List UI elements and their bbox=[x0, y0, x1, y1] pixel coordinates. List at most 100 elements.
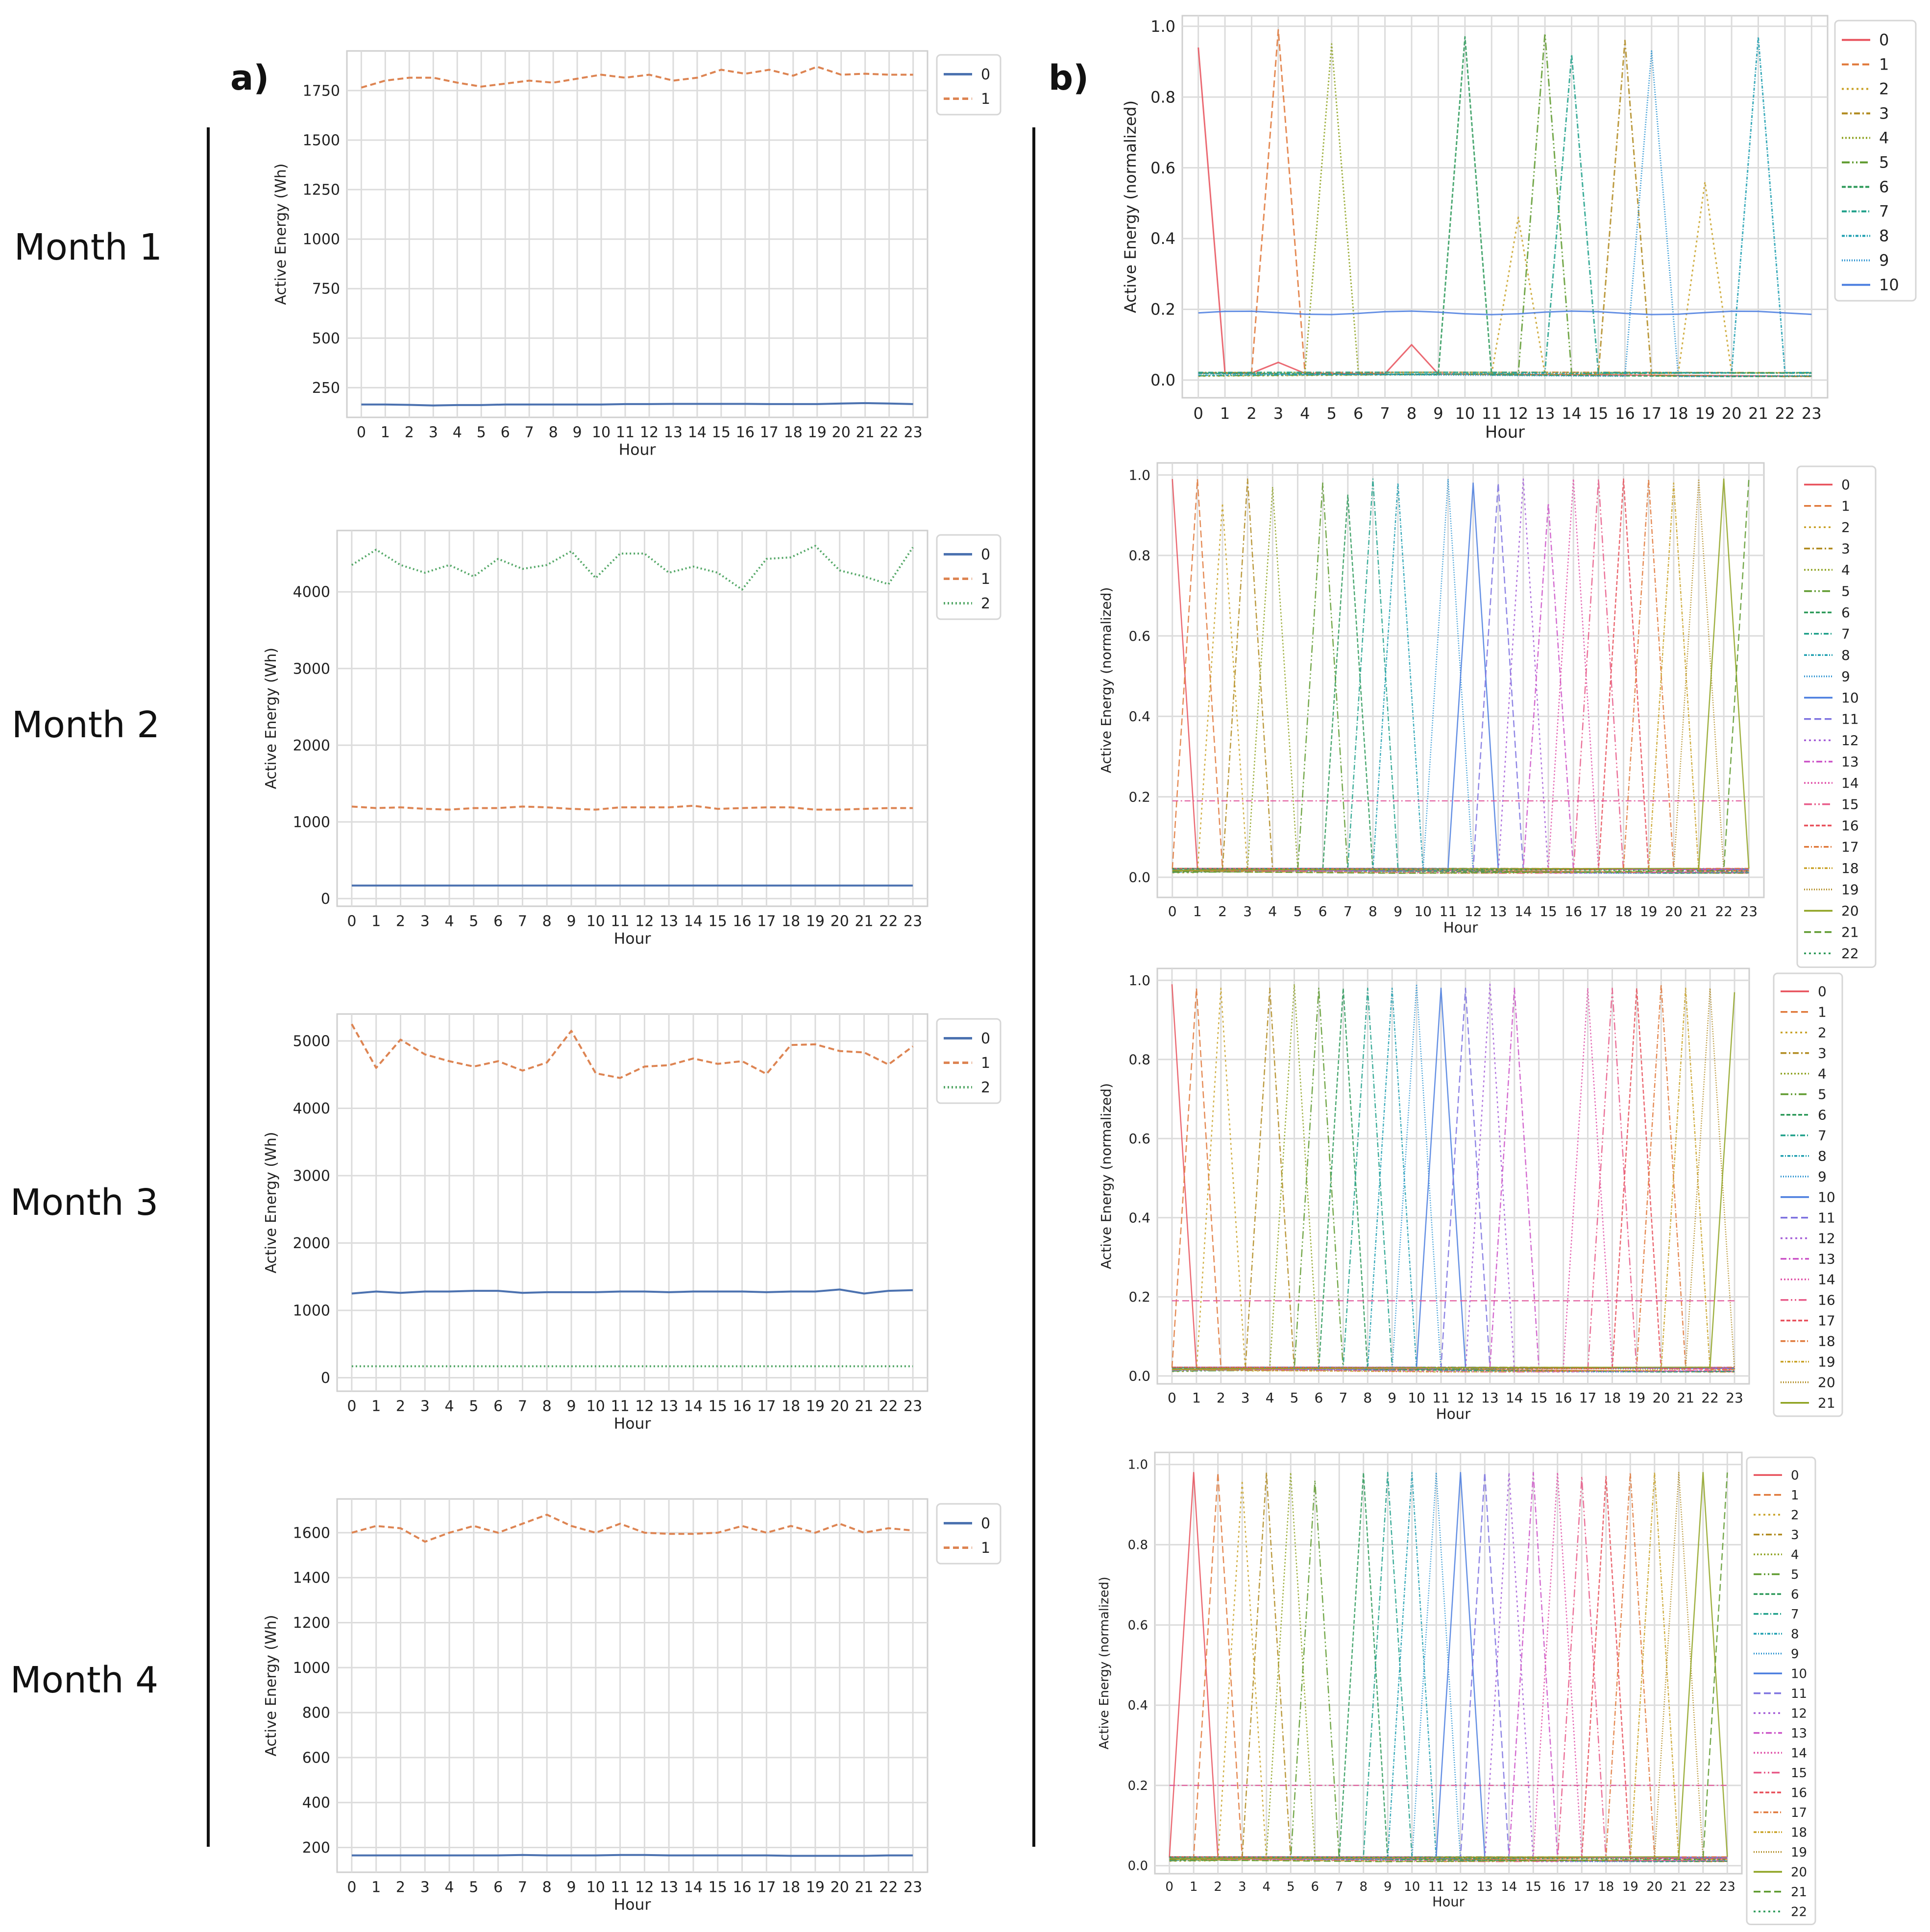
y-tick-label: 1600 bbox=[293, 1524, 330, 1542]
legend-label: 2 bbox=[1879, 80, 1889, 98]
x-tick-label: 9 bbox=[566, 913, 576, 930]
x-tick-label: 21 bbox=[1677, 1390, 1694, 1406]
x-tick-label: 13 bbox=[1535, 404, 1555, 423]
x-tick-label: 23 bbox=[1726, 1390, 1743, 1406]
legend-label: 3 bbox=[1818, 1045, 1827, 1062]
x-tick-label: 3 bbox=[1238, 1880, 1246, 1894]
legend-label: 11 bbox=[1791, 1687, 1807, 1701]
series-line-21 bbox=[1169, 1472, 1728, 1862]
x-tick-label: 15 bbox=[1539, 903, 1557, 919]
x-tick-label: 4 bbox=[1268, 903, 1277, 919]
x-tick-label: 15 bbox=[1588, 404, 1609, 423]
y-tick-label: 1750 bbox=[303, 82, 340, 99]
x-tick-label: 4 bbox=[1300, 404, 1310, 423]
x-tick-label: 10 bbox=[1404, 1880, 1420, 1894]
y-tick-label: 0 bbox=[321, 891, 330, 908]
legend-label: 8 bbox=[1791, 1627, 1799, 1642]
chart-a3: 0 1 2 3 4 5 6 7 8 9 10 11 12 13 14 15 16 17 18 19 20 21 22 2301… bbox=[263, 1013, 1002, 1433]
x-tick-label: 2 bbox=[405, 424, 414, 441]
x-axis-label: Hour bbox=[1432, 1894, 1465, 1909]
x-tick-label: 2 bbox=[396, 913, 405, 930]
x-tick-label: 17 bbox=[757, 913, 776, 930]
y-tick-label: 5000 bbox=[293, 1033, 330, 1050]
y-tick-label: 4000 bbox=[293, 584, 330, 601]
x-tick-label: 11 bbox=[1482, 404, 1502, 423]
legend-label: 20 bbox=[1841, 903, 1859, 919]
x-axis-label: Hour bbox=[1485, 423, 1525, 442]
x-tick-label: 13 bbox=[1481, 1390, 1499, 1406]
y-axis-label: Active Energy (Wh) bbox=[263, 1615, 280, 1757]
legend-label: 7 bbox=[1818, 1128, 1827, 1144]
legend-label: 9 bbox=[1818, 1169, 1827, 1185]
series-line-0 bbox=[351, 1854, 913, 1857]
legend-label: 4 bbox=[1841, 562, 1850, 578]
legend-label: 5 bbox=[1841, 583, 1850, 600]
x-tick-label: 2 bbox=[1218, 903, 1227, 919]
x-tick-label: 22 bbox=[1701, 1390, 1719, 1406]
x-tick-label: 4 bbox=[445, 1398, 454, 1415]
x-tick-label: 4 bbox=[1266, 1390, 1274, 1406]
y-tick-label: 0.8 bbox=[1150, 88, 1175, 106]
x-tick-label: 20 bbox=[831, 1398, 849, 1415]
y-tick-label: 0.6 bbox=[1128, 1618, 1148, 1633]
y-tick-label: 200 bbox=[302, 1839, 330, 1857]
x-tick-label: 3 bbox=[429, 424, 438, 441]
legend-label: 1 bbox=[981, 91, 990, 108]
y-tick-label: 0.6 bbox=[1150, 159, 1175, 177]
x-tick-label: 9 bbox=[1384, 1880, 1392, 1894]
legend-label: 15 bbox=[1841, 797, 1859, 813]
x-tick-label: 8 bbox=[1359, 1880, 1368, 1894]
legend-box bbox=[1834, 20, 1917, 302]
legend-label: 1 bbox=[981, 571, 990, 588]
x-tick-label: 22 bbox=[879, 1398, 898, 1415]
y-axis-label: Active Energy (Wh) bbox=[263, 1132, 280, 1274]
legend-label: 17 bbox=[1791, 1806, 1807, 1820]
x-tick-label: 23 bbox=[904, 1879, 922, 1896]
x-tick-label: 16 bbox=[1615, 404, 1635, 423]
series-line-21 bbox=[1172, 479, 1750, 874]
x-tick-label: 11 bbox=[1432, 1390, 1450, 1406]
x-tick-label: 1 bbox=[371, 1879, 381, 1896]
legend-label: 6 bbox=[1841, 604, 1850, 621]
x-tick-label: 6 bbox=[1319, 903, 1327, 919]
x-tick-label: 5 bbox=[469, 913, 478, 930]
y-tick-label: 1.0 bbox=[1128, 1458, 1148, 1473]
x-tick-label: 21 bbox=[855, 913, 873, 930]
series-group bbox=[1171, 984, 1735, 1373]
y-tick-label: 0.4 bbox=[1128, 1210, 1150, 1226]
legend-label: 12 bbox=[1818, 1231, 1835, 1247]
month-label-2: Month 2 bbox=[12, 704, 160, 746]
month-label-3: Month 3 bbox=[10, 1182, 159, 1224]
x-tick-label: 10 bbox=[592, 424, 611, 441]
plot-area bbox=[336, 1498, 928, 1873]
x-tick-label: 7 bbox=[1344, 903, 1352, 919]
x-tick-label: 0 bbox=[1168, 903, 1177, 919]
x-tick-label: 15 bbox=[1525, 1880, 1541, 1894]
panel-label-a: a) bbox=[230, 58, 269, 98]
x-tick-label: 3 bbox=[1241, 1390, 1250, 1406]
x-tick-label: 19 bbox=[806, 1879, 825, 1896]
x-tick-label: 3 bbox=[1273, 404, 1283, 423]
x-tick-label: 11 bbox=[616, 424, 635, 441]
legend-label: 4 bbox=[1818, 1066, 1827, 1082]
y-tick-label: 0.6 bbox=[1128, 628, 1150, 644]
legend-label: 21 bbox=[1818, 1395, 1835, 1411]
legend-label: 2 bbox=[1818, 1025, 1827, 1041]
legend-label: 4 bbox=[1879, 129, 1889, 147]
y-tick-label: 0.4 bbox=[1128, 708, 1150, 724]
x-tick-label: 14 bbox=[1562, 404, 1582, 423]
chart-a4: 0 1 2 3 4 5 6 7 8 9 10 11 12 13 14 15 16 17 18 19 20 21 22 2320… bbox=[263, 1498, 1002, 1914]
y-tick-label: 0.2 bbox=[1150, 300, 1175, 319]
x-tick-label: 6 bbox=[1315, 1390, 1323, 1406]
x-tick-label: 14 bbox=[1515, 903, 1532, 919]
x-tick-label: 18 bbox=[782, 1879, 800, 1896]
x-tick-label: 14 bbox=[684, 1879, 703, 1896]
x-tick-label: 15 bbox=[1530, 1390, 1548, 1406]
y-tick-label: 2000 bbox=[293, 737, 330, 754]
plot-area bbox=[336, 530, 928, 907]
chart-b3: 0 1 2 3 4 5 6 7 8 9 10 11 12 13 14 15 16 17 18 19 20 21 22 230.… bbox=[1098, 967, 1843, 1422]
chart-b1: 0 1 2 3 4 5 6 7 8 9 10 11 12 13 14 15 16 17 18 19 20 21 22 230.… bbox=[1121, 15, 1917, 442]
x-tick-label: 5 bbox=[469, 1398, 478, 1415]
legend-label: 10 bbox=[1841, 690, 1859, 706]
x-tick-label: 13 bbox=[1477, 1880, 1493, 1894]
